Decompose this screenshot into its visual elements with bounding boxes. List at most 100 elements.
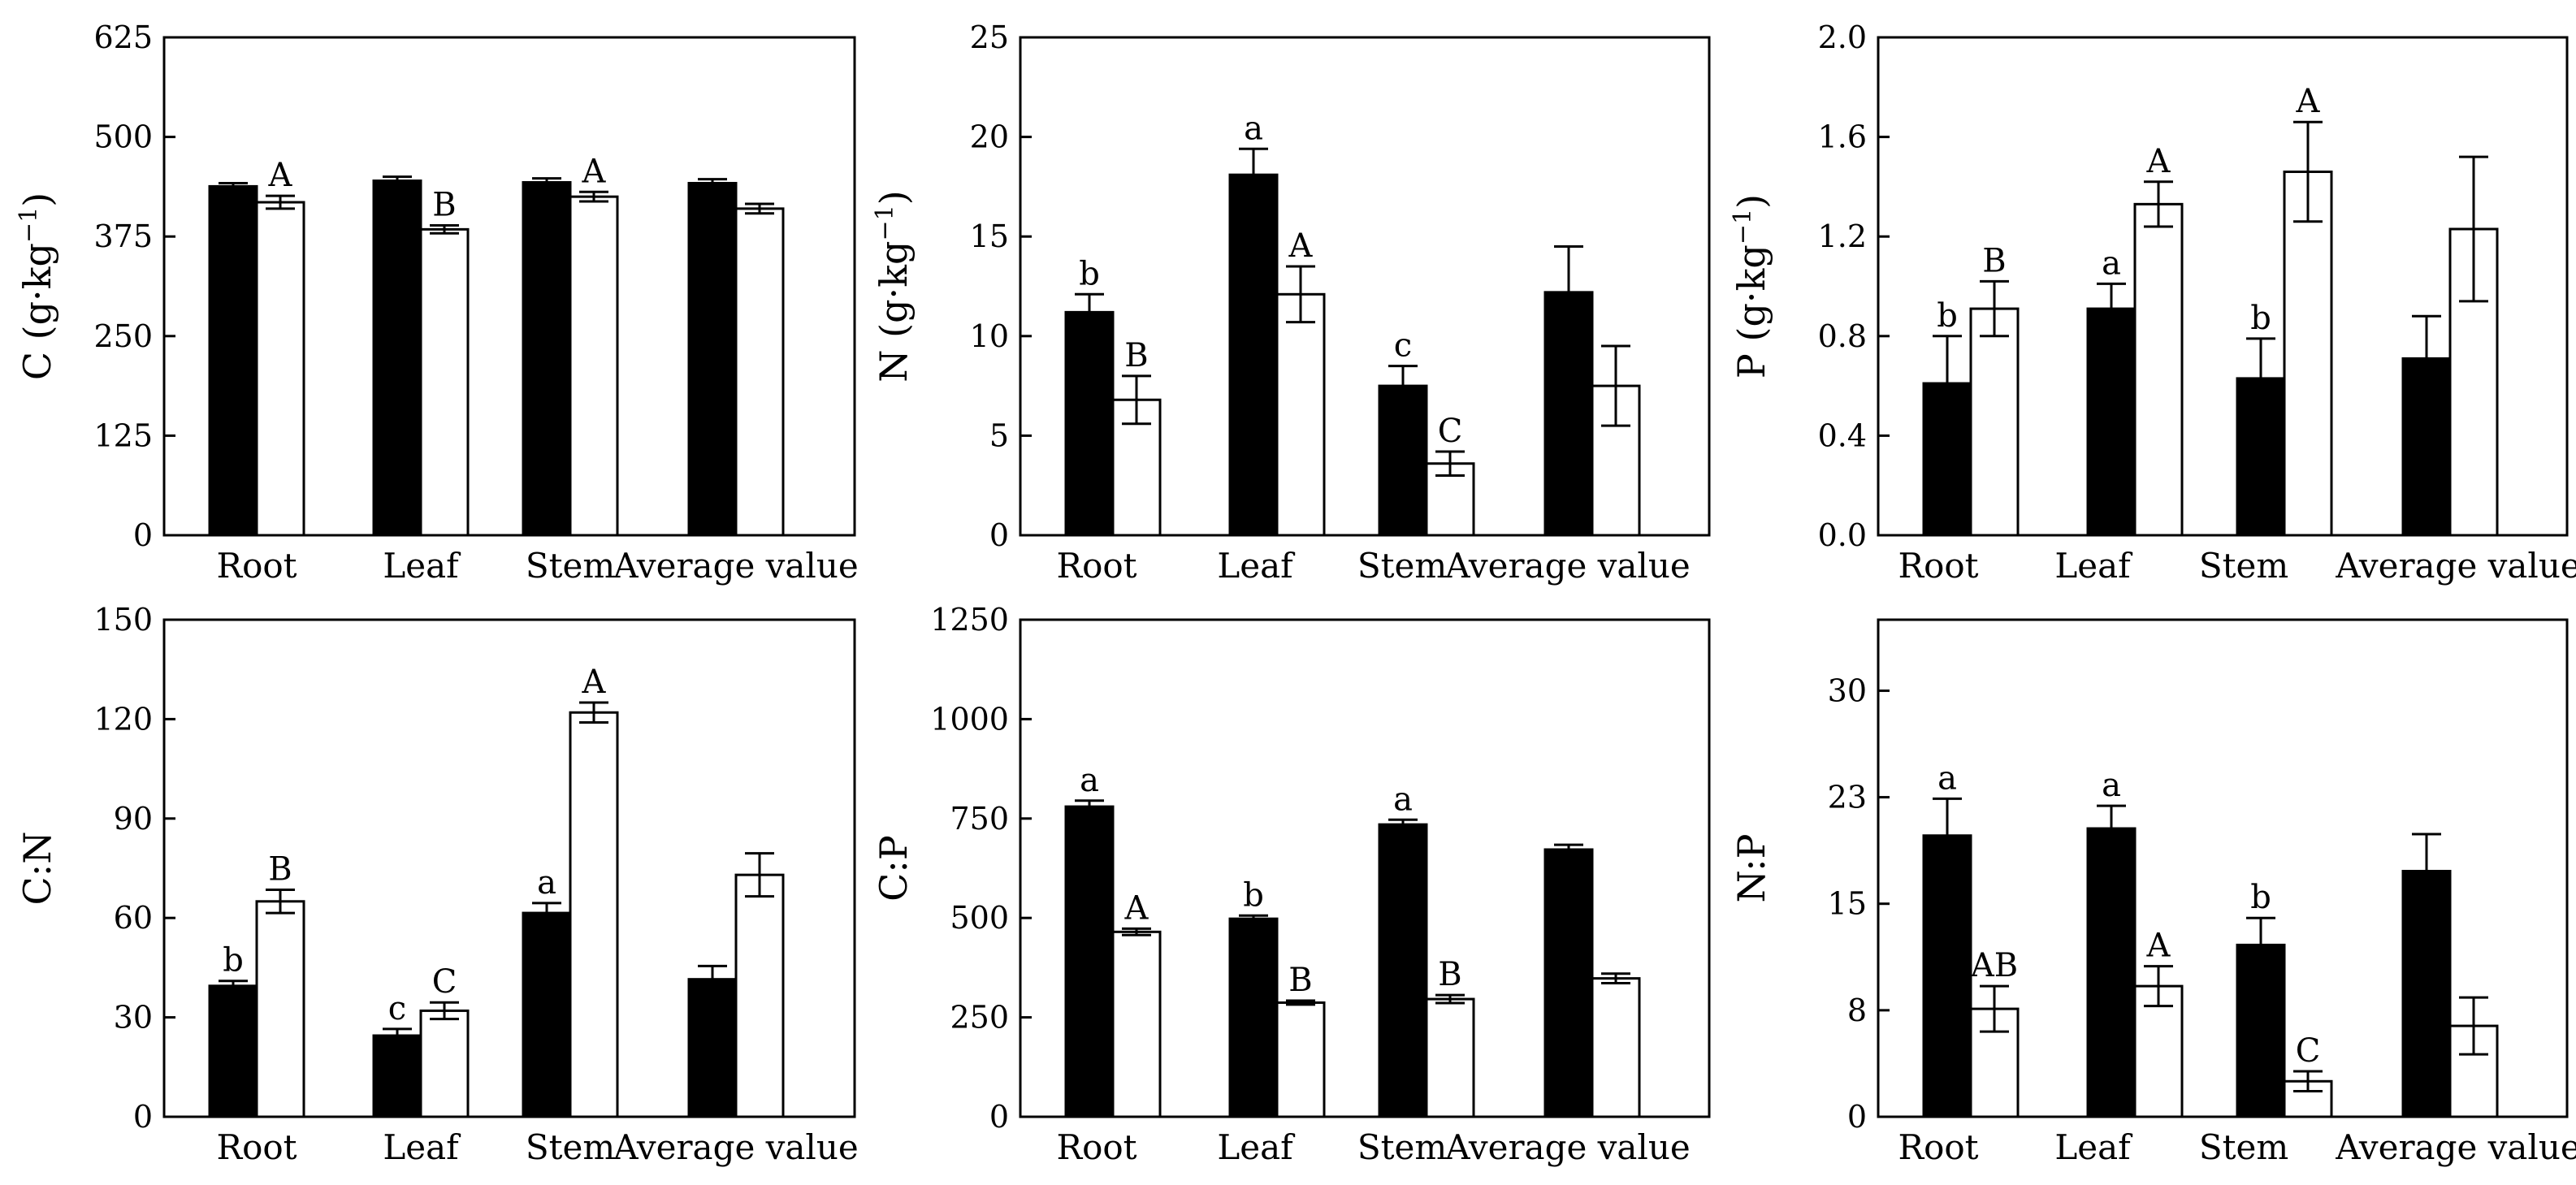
significance-letter: B	[1438, 956, 1461, 993]
significance-letter: a	[1393, 781, 1413, 818]
y-axis-label: C (g·kg−1)	[15, 192, 60, 380]
significance-letter: a	[1080, 762, 1099, 799]
bar-white	[1425, 997, 1475, 1118]
bar-white	[419, 1009, 470, 1118]
bar-black	[1064, 805, 1115, 1118]
y-tick-label: 30	[114, 1000, 153, 1036]
x-category-label: Leaf	[383, 546, 461, 586]
significance-letter: c	[388, 990, 406, 1027]
bar-black	[372, 1034, 422, 1118]
y-tick-label: 25	[970, 19, 1009, 55]
y-tick-label: 0	[133, 517, 153, 553]
significance-letter: A	[1124, 889, 1149, 927]
y-tick-label: 375	[93, 218, 153, 254]
chart-panel-5: 0 250 500 750 1000 1250 C:P Root Leaf StemAverage…	[872, 602, 1711, 1167]
significance-letter: B	[1982, 242, 2006, 279]
x-category-label: Leaf	[383, 1127, 461, 1167]
y-tick-label: 90	[114, 801, 153, 837]
y-tick-label: 150	[93, 602, 153, 638]
y-axis-label: C:P	[872, 835, 916, 902]
x-category-label: Average value	[1444, 546, 1691, 586]
bar-black	[1378, 823, 1428, 1118]
y-tick-label: 30	[1828, 673, 1867, 708]
x-category-label: Average value	[1444, 1127, 1691, 1167]
bar-white	[1591, 977, 1641, 1118]
bar-white	[2133, 984, 2184, 1118]
y-tick-label: 1.6	[1818, 119, 1867, 155]
significance-letter: A	[2296, 83, 2321, 120]
y-tick-label: 5	[989, 417, 1009, 453]
y-tick-label: 625	[93, 19, 153, 55]
bar-black	[687, 181, 738, 537]
chart-panel-3: 0.0 0.4 0.8 1.2 1.6 2.0 P (g·kg−1) Root Leaf Stem…	[1729, 19, 2576, 586]
x-category-label: Root	[216, 546, 297, 586]
chart-panel-6: 0 8 15 23 30 N:P Root Leaf Stem Average value a a b A…	[1730, 618, 2576, 1167]
x-category-label: Average value	[613, 1127, 859, 1167]
significance-letter: b	[1937, 297, 1958, 335]
plot-frame	[162, 618, 856, 1118]
y-tick-label: 125	[93, 417, 153, 453]
x-category-label: Stem	[2199, 546, 2288, 586]
significance-letter: A	[582, 153, 607, 190]
x-category-label: Root	[1056, 546, 1136, 586]
significance-letter: a	[2102, 244, 2121, 282]
y-tick-label: 15	[1828, 886, 1867, 922]
bar-black	[372, 179, 422, 537]
bar-black	[1922, 834, 1972, 1118]
significance-letter: AB	[1970, 947, 2018, 984]
y-tick-label: 23	[1828, 780, 1867, 815]
significance-letter: a	[1244, 110, 1263, 147]
x-category-label: Leaf	[2054, 1127, 2133, 1167]
significance-letter: B	[432, 186, 456, 223]
bar-black	[208, 984, 258, 1118]
y-tick-label: 0.8	[1818, 318, 1867, 354]
y-tick-label: 60	[114, 900, 153, 936]
y-tick-label: 0	[989, 1099, 1009, 1135]
y-tick-label: 250	[93, 318, 153, 354]
y-tick-label: 0	[989, 517, 1009, 553]
y-tick-label: 2.0	[1818, 19, 1867, 55]
bar-black	[2086, 307, 2137, 537]
x-category-label: Stem	[526, 1127, 615, 1167]
y-tick-label: 1000	[930, 701, 1009, 737]
x-category-label: Stem	[1357, 546, 1447, 586]
x-category-label: Root	[1056, 1127, 1136, 1167]
x-category-label: Average value	[2335, 1127, 2576, 1167]
y-axis-label: C:N	[15, 832, 59, 906]
bar-white	[255, 201, 305, 537]
significance-letter: A	[268, 157, 293, 194]
significance-letter: a	[537, 864, 556, 902]
bar-black	[1228, 173, 1279, 537]
bar-black	[2086, 827, 2137, 1118]
significance-letter: A	[2146, 928, 2171, 965]
bar-white	[569, 711, 619, 1118]
significance-letter: B	[1124, 337, 1148, 374]
plot-frame	[1019, 618, 1711, 1118]
x-category-label: Stem	[1357, 1127, 1447, 1167]
significance-letter: b	[2250, 300, 2271, 337]
significance-letter: b	[1079, 255, 1100, 292]
plot-frame	[1877, 36, 2569, 537]
y-tick-label: 0.4	[1818, 417, 1867, 453]
x-category-label: Root	[216, 1127, 297, 1167]
x-category-label: Stem	[526, 546, 615, 586]
significance-letter: C	[432, 963, 457, 1001]
significance-letter: A	[1288, 227, 1314, 265]
bar-black	[522, 911, 572, 1118]
significance-letter: b	[1243, 876, 1264, 914]
x-category-label: Leaf	[2054, 546, 2133, 586]
plot-frame	[1877, 618, 2569, 1118]
bar-black	[1064, 310, 1115, 537]
bar-black	[1378, 384, 1428, 537]
bar-black	[1228, 917, 1279, 1118]
y-axis-label: N:P	[1730, 833, 1773, 902]
significance-letter: b	[2250, 879, 2271, 916]
y-tick-label: 250	[950, 1000, 1009, 1036]
significance-letter: b	[223, 942, 244, 980]
y-tick-label: 10	[970, 318, 1009, 354]
bar-black	[208, 184, 258, 537]
y-tick-label: 0	[133, 1099, 153, 1135]
x-category-label: Root	[1898, 546, 1978, 586]
